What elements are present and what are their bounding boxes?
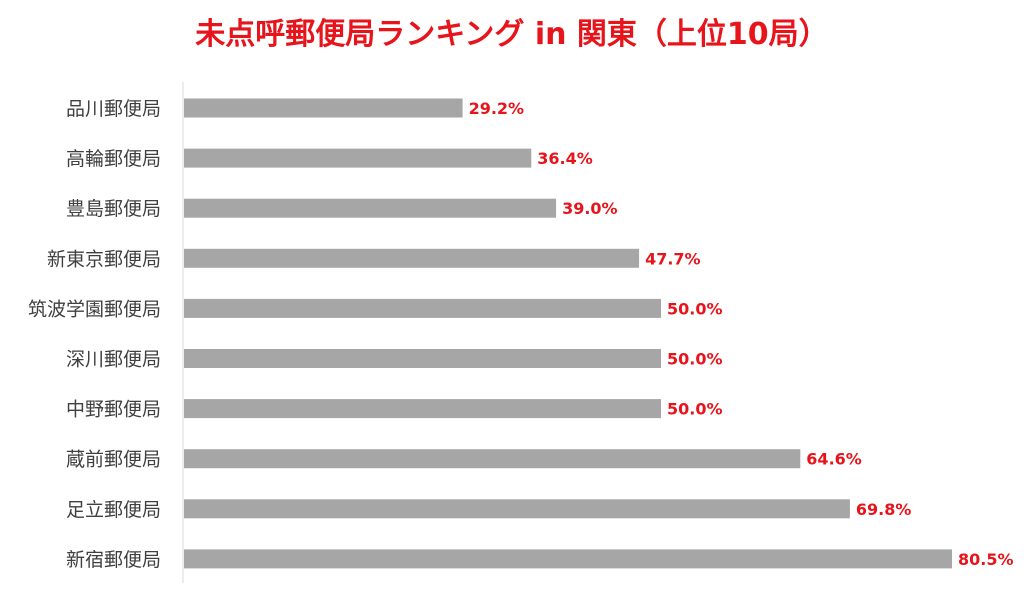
category-label: 筑波学園郵便局 <box>28 298 161 320</box>
bar <box>184 298 662 318</box>
data-label: 50.0% <box>667 400 723 419</box>
data-label: 64.6% <box>806 450 862 469</box>
category-label: 品川郵便局 <box>66 98 161 120</box>
chart-title: 未点呼郵便局ランキング in 関東（上位10局） <box>195 17 828 52</box>
data-label: 39.0% <box>562 199 618 218</box>
bars-layer: 品川郵便局 29.2% 高輪郵便局 36.4% 豊島郵便局 39.0% 新東京郵便局 47.7… <box>28 98 1014 571</box>
bar <box>184 549 952 569</box>
bar <box>184 248 640 268</box>
data-label: 50.0% <box>667 299 723 318</box>
category-label: 高輪郵便局 <box>66 148 161 170</box>
data-label: 29.2% <box>469 99 525 118</box>
bar <box>184 148 532 168</box>
bar <box>184 98 463 118</box>
category-label: 足立郵便局 <box>66 499 161 521</box>
category-label: 新東京郵便局 <box>47 248 161 270</box>
data-label: 80.5% <box>958 550 1014 569</box>
category-label: 新宿郵便局 <box>66 549 161 571</box>
bar <box>184 349 662 368</box>
data-label: 69.8% <box>856 500 912 519</box>
bar <box>184 499 850 519</box>
category-label: 深川郵便局 <box>66 349 161 371</box>
bar <box>184 198 557 218</box>
category-label: 豊島郵便局 <box>66 198 161 220</box>
data-label: 36.4% <box>537 149 593 168</box>
bar <box>184 449 801 469</box>
bar <box>184 399 662 419</box>
category-label: 蔵前郵便局 <box>66 449 161 471</box>
data-label: 50.0% <box>667 350 723 369</box>
category-label: 中野郵便局 <box>66 399 161 421</box>
data-label: 47.7% <box>645 249 701 268</box>
